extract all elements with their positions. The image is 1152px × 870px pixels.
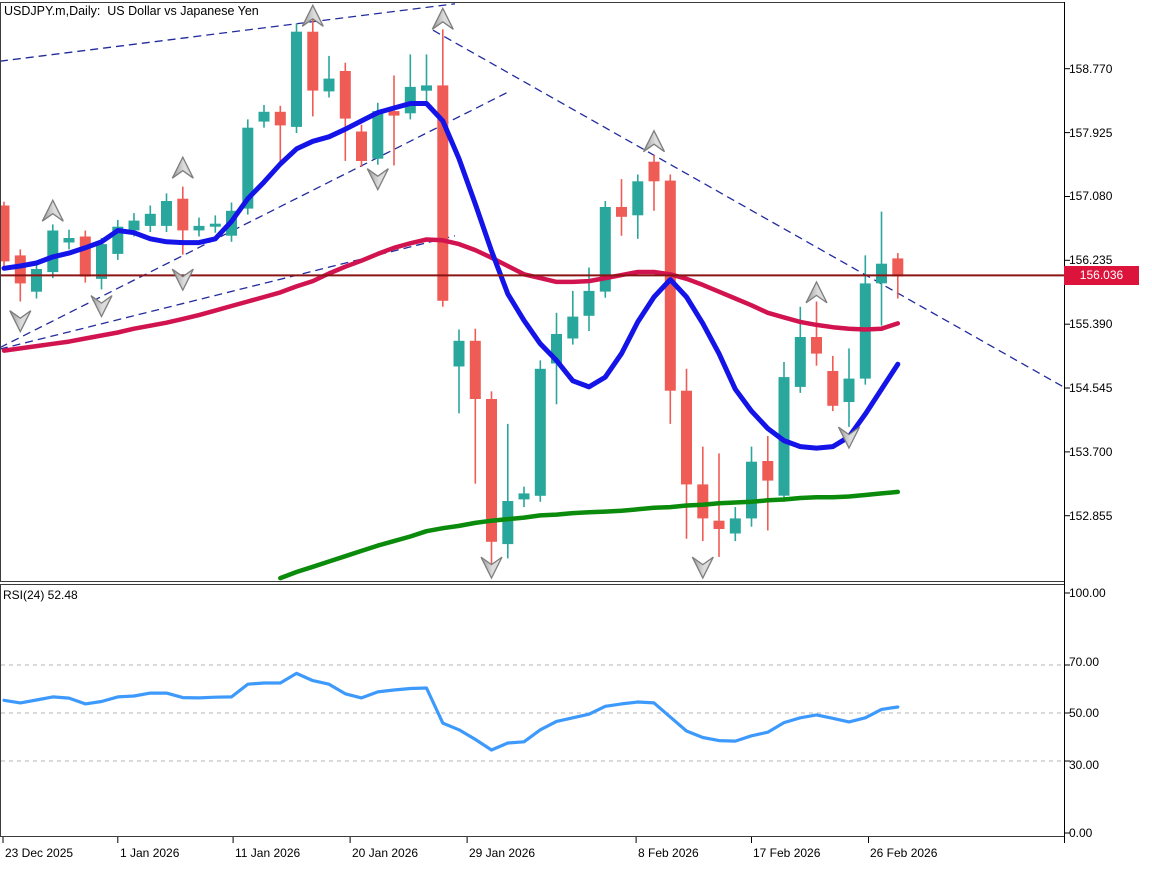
fractal-down-arrow-icon (366, 168, 389, 192)
candle (63, 229, 75, 250)
candle (209, 215, 221, 233)
chart-title: USDJPY.m,Daily: US Dollar vs Japanese Ye… (4, 4, 259, 18)
price-axis-label: 155.390 (1069, 317, 1113, 331)
candle (274, 105, 286, 162)
candle (404, 54, 416, 120)
price-axis-label: 156.235 (1069, 253, 1113, 267)
fractal-down-arrow-icon (171, 268, 194, 292)
fractal-up-arrow-icon (642, 129, 666, 153)
candle (31, 263, 42, 299)
fractal-arrows (9, 3, 861, 580)
date-axis-label: 8 Feb 2026 (638, 846, 699, 860)
candle (648, 154, 660, 211)
candle (339, 62, 351, 161)
rsi-axis-label: 30.00 (1069, 758, 1100, 772)
ma-mid-red-line (1, 237, 901, 353)
candle (697, 446, 709, 542)
candle (437, 29, 449, 307)
rsi-line (2, 671, 900, 752)
candle (193, 217, 205, 237)
rsi-axis-label: 100.00 (1069, 586, 1106, 600)
axis-ticks (2, 68, 1070, 843)
fractal-down-arrow-icon (691, 556, 714, 580)
candle (323, 55, 335, 98)
fractal-up-arrow-icon (171, 155, 194, 179)
price-axis-label: 158.770 (1069, 62, 1113, 76)
fractal-up-arrow-icon (431, 6, 454, 30)
candle (388, 75, 400, 166)
trendline-rising-upper (1, 3, 455, 62)
candle (1, 201, 10, 267)
candle (827, 355, 839, 412)
candle (876, 211, 887, 326)
candle (258, 105, 270, 128)
candle (486, 391, 497, 572)
candle (47, 224, 59, 279)
candle (729, 507, 741, 542)
trendlines[interactable] (0, 3, 1078, 395)
candle (811, 301, 822, 366)
candle (79, 230, 91, 283)
candle (144, 205, 156, 232)
rsi-gridlines (1, 664, 1064, 762)
date-axis-label: 17 Feb 2026 (753, 846, 821, 860)
candle (583, 267, 595, 331)
candle (567, 290, 579, 345)
rsi-axis-label: 0.00 (1069, 826, 1093, 840)
date-axis-label: 23 Dec 2025 (5, 846, 74, 860)
rsi-axis-label: 70.00 (1069, 655, 1100, 669)
date-axis-label: 1 Jan 2026 (120, 846, 180, 860)
fractal-up-arrow-icon (41, 198, 64, 222)
candle (112, 219, 124, 260)
candles-layer (1, 12, 904, 572)
trendline-rising-steep (1, 90, 510, 348)
date-axis-label: 20 Jan 2026 (352, 846, 419, 860)
date-axis-label: 26 Feb 2026 (870, 846, 938, 860)
candle (762, 436, 774, 531)
price-axis-label: 157.080 (1069, 189, 1113, 203)
candle (616, 179, 627, 236)
candle (599, 201, 611, 298)
pane-borders (0, 2, 1065, 843)
candle (664, 174, 676, 424)
candle (356, 124, 367, 167)
price-axis-label: 152.855 (1069, 509, 1113, 523)
fractal-up-arrow-icon (301, 3, 324, 27)
candle (632, 174, 644, 239)
rsi-axis-label: 50.00 (1069, 706, 1100, 720)
fractal-down-arrow-icon (480, 556, 503, 580)
candle (453, 329, 465, 414)
candle (843, 348, 855, 427)
candle (96, 238, 107, 290)
fractal-down-arrow-icon (9, 310, 32, 334)
candle (469, 328, 481, 484)
ma-slow-green-line (278, 489, 901, 581)
candle (161, 193, 172, 232)
candle (746, 446, 757, 527)
trendline-falling-major (432, 29, 1064, 388)
fractal-down-arrow-icon (837, 426, 861, 450)
rsi-indicator-label: RSI(24) 52.48 (3, 588, 78, 602)
candle (291, 23, 302, 133)
fractal-up-arrow-icon (805, 280, 828, 304)
candle (778, 362, 790, 502)
candle (534, 360, 546, 502)
candle (681, 368, 692, 539)
date-axis-label: 11 Jan 2026 (235, 846, 301, 860)
candle (421, 54, 432, 104)
price-axis-label: 157.925 (1069, 126, 1113, 140)
current-price-badge: 156.036 (1064, 266, 1139, 285)
price-axis-label: 153.700 (1069, 445, 1113, 459)
price-axis-label: 154.545 (1069, 381, 1113, 395)
fractal-down-arrow-icon (90, 295, 113, 319)
candle (518, 486, 530, 508)
candle (307, 12, 319, 117)
candle (502, 423, 514, 559)
date-axis-label: 29 Jan 2026 (469, 846, 536, 860)
ma-fast-blue-line (1, 101, 901, 451)
